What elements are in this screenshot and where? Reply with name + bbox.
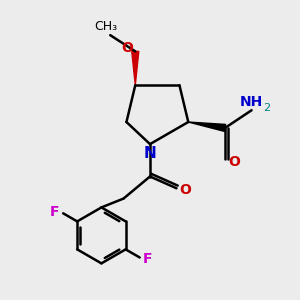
Text: O: O (179, 183, 191, 197)
Text: O: O (121, 41, 133, 56)
Polygon shape (132, 51, 139, 85)
Polygon shape (188, 122, 226, 131)
Text: N: N (144, 146, 156, 161)
Text: O: O (229, 155, 240, 169)
Text: F: F (50, 205, 60, 219)
Text: F: F (143, 252, 153, 266)
Text: NH: NH (240, 95, 263, 109)
Text: 2: 2 (263, 103, 270, 113)
Text: CH₃: CH₃ (94, 20, 117, 33)
